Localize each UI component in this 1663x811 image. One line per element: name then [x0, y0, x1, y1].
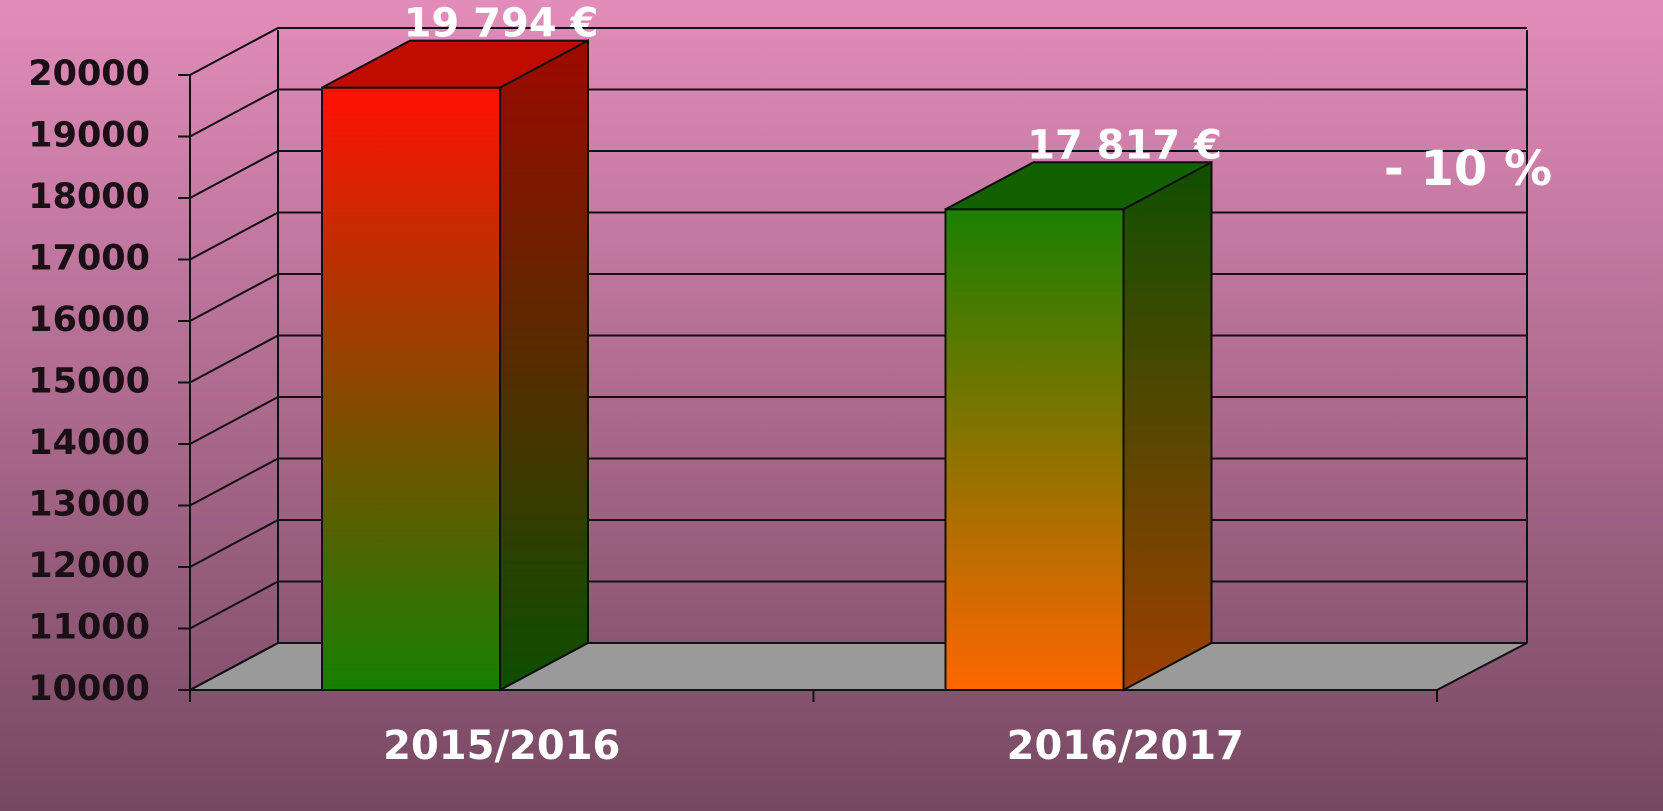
annotation: - 10 % [1384, 141, 1552, 197]
bar-front [321, 86, 501, 691]
bar-top [321, 39, 589, 89]
bar [321, 39, 589, 692]
y-tick-label: 17000 [28, 239, 150, 279]
y-tick-label: 10000 [28, 669, 150, 709]
bar-top-shade [945, 162, 1212, 210]
grid-line [189, 88, 1527, 138]
bar-side-shade [500, 40, 588, 690]
bar-front [944, 208, 1125, 692]
bar [944, 160, 1213, 692]
y-tick-label: 11000 [28, 608, 150, 648]
bar-top-shade [322, 40, 588, 88]
y-tick-label: 16000 [28, 300, 150, 340]
bar-top [945, 161, 1212, 211]
y-tick-label: 15000 [28, 362, 150, 402]
grid-line [189, 27, 1527, 76]
x-tick-label: 2015/2016 [383, 723, 620, 769]
y-tick-label: 14000 [28, 423, 150, 463]
x-tick-label: 2016/2017 [1007, 723, 1244, 769]
grid-line [189, 150, 1527, 199]
value-label: 17 817 € [1027, 122, 1222, 168]
value-label: 19 794 € [404, 1, 599, 47]
y-tick-label: 18000 [28, 177, 150, 217]
y-tick-label: 20000 [28, 54, 150, 94]
bar-side-shade [1123, 162, 1212, 690]
y-tick-label: 19000 [28, 116, 150, 156]
y-tick-label: 12000 [28, 546, 150, 586]
y-tick-label: 13000 [28, 485, 150, 525]
